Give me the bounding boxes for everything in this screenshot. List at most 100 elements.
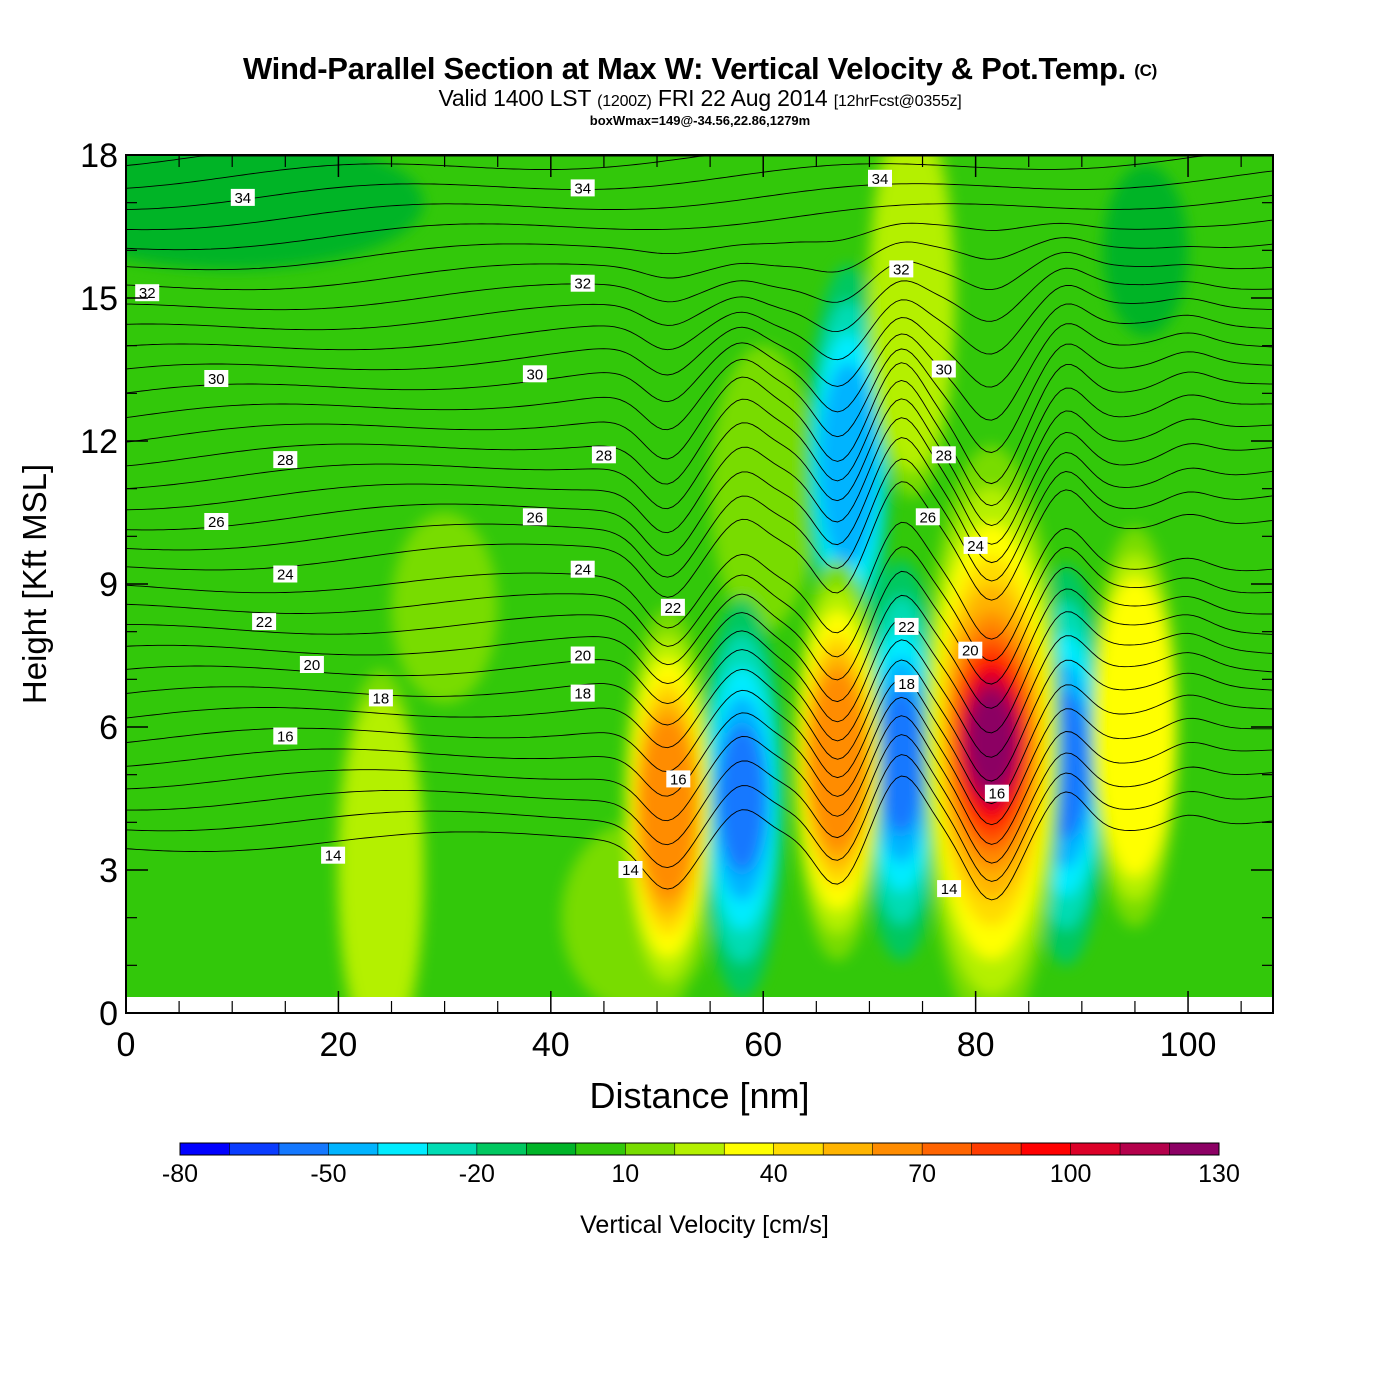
colorbar: -80 -50 -20 10 40 70 100 130 Vertical Velocity [… <box>162 1142 1240 1239</box>
theta-contour-line <box>126 194 1273 251</box>
terrain-strip <box>126 997 1273 1013</box>
downdraft-core <box>699 598 785 997</box>
theta-contour-line <box>126 588 1273 709</box>
colorbar-swatch <box>773 1143 824 1155</box>
contour-label-box <box>204 513 229 530</box>
colorbar-tick-label: -80 <box>162 1160 198 1188</box>
contour-label: 18 <box>570 684 595 703</box>
contour-label-text: 16 <box>670 771 687 788</box>
colorbar-swatch <box>823 1143 874 1155</box>
colorbar-label: Vertical Velocity [cm/s] <box>580 1211 829 1239</box>
updraft-band <box>976 708 1007 775</box>
colorbar-tick-label: 100 <box>1050 1160 1092 1188</box>
theta-contour-line <box>126 323 1273 421</box>
updraft-band <box>639 716 696 900</box>
x-tick-label: 40 <box>532 1026 570 1064</box>
contour-label-box <box>273 451 298 469</box>
contour-label: 20 <box>570 646 595 665</box>
downdraft-band <box>819 362 877 568</box>
x-tick-label: 100 <box>1160 1026 1217 1064</box>
y-tick-label: 15 <box>80 280 118 318</box>
contour-label: 16 <box>666 770 691 788</box>
contour-label-box <box>230 188 255 206</box>
contour-label-box <box>273 565 298 583</box>
contour-label-box <box>591 446 616 464</box>
y-tick-label: 6 <box>99 709 118 747</box>
contour-label: 28 <box>931 446 956 464</box>
contour-label: 14 <box>321 846 346 865</box>
contour-label-text: 34 <box>234 190 251 207</box>
x-tick-label: 20 <box>319 1026 357 1064</box>
contour-label-box <box>252 613 277 631</box>
colorbar-tick-label: -50 <box>310 1160 346 1188</box>
colorbar-swatch <box>1070 1143 1121 1155</box>
y-tick-label: 12 <box>80 423 118 461</box>
colorbar-swatch <box>724 1143 775 1155</box>
y-tick-label: 9 <box>99 566 118 604</box>
colorbar-swatch <box>1120 1143 1171 1155</box>
contour-label: 28 <box>273 451 298 469</box>
contour-label-text: 14 <box>325 848 342 865</box>
contour-label-text: 24 <box>277 567 294 584</box>
colorbar-swatch <box>872 1143 923 1155</box>
valid-utc: (1200Z) <box>597 93 652 110</box>
contour-label-text: 14 <box>622 862 639 879</box>
contour-label-box <box>570 560 595 578</box>
valid-time-line: Valid 1400 LST (1200Z) FRI 22 Aug 2014 [… <box>0 86 1400 114</box>
x-tick-label: 60 <box>744 1026 782 1064</box>
theta-contour-line <box>126 398 1273 526</box>
updraft-band <box>1097 577 1173 877</box>
contour-label-text: 16 <box>277 729 294 746</box>
colorbar-outline <box>179 1142 1220 1156</box>
contour-labels: 34 34 34 32 32 32 30 30 30 28 28 28 26 26 26 24 24 24 22 22… <box>135 169 1009 898</box>
axes: 0 20 40 60 80 100 0 3 6 9 12 15 18 Distance [nm] Heigh… <box>16 137 1274 1116</box>
contour-label-text: 32 <box>139 285 156 302</box>
theta-contour-line <box>126 343 1273 453</box>
contour-label-text: 28 <box>596 447 613 464</box>
contour-label: 34 <box>570 179 595 197</box>
plot-content: 34 34 34 32 32 32 30 30 30 28 28 28 26 26 26 24 24 24 22 22… <box>126 155 1273 997</box>
contour-label-box <box>894 675 919 693</box>
contour-label-text: 24 <box>574 562 591 579</box>
contour-label-box <box>984 784 1009 802</box>
theta-contour-line <box>126 481 1273 601</box>
contour-label-box <box>618 861 643 878</box>
contour-label: 30 <box>931 360 956 379</box>
contour-label: 14 <box>937 880 962 898</box>
x-axis-label: Distance [nm] <box>589 1075 809 1116</box>
contour-label: 34 <box>230 188 255 207</box>
updraft-core <box>922 445 1061 997</box>
weak-lift-patch <box>391 512 498 704</box>
colorbar-swatch <box>377 1143 428 1155</box>
updraft-core <box>623 607 713 997</box>
contour-label-text: 20 <box>962 643 979 660</box>
theta-contour-line <box>126 635 1273 758</box>
contour-label-box <box>937 880 962 898</box>
contour-label: 30 <box>522 365 547 383</box>
theta-contour-line <box>126 458 1273 582</box>
valid-prefix: Valid 1400 LST <box>438 85 592 111</box>
contour-label: 34 <box>868 169 892 188</box>
contour-label: 32 <box>889 260 914 278</box>
colorbar-swatch <box>922 1143 973 1155</box>
contour-label: 22 <box>252 613 277 631</box>
theta-contour-line <box>126 284 1273 361</box>
contour-label: 24 <box>963 536 988 555</box>
weak-sink-patch <box>1103 164 1189 337</box>
title-text: Wind-Parallel Section at Max W: Vertical… <box>243 51 1126 86</box>
contour-label-text: 24 <box>967 538 984 555</box>
contour-label-box <box>963 536 988 554</box>
downdraft-band <box>878 686 925 834</box>
theta-contour-line <box>126 362 1273 485</box>
contour-label: 26 <box>204 513 229 531</box>
contour-label: 20 <box>958 641 983 660</box>
colorbar-swatch <box>674 1143 725 1155</box>
contour-label-box <box>135 284 160 302</box>
contour-label-text: 22 <box>665 600 682 617</box>
contour-label-box <box>889 260 914 278</box>
colorbar-swatch <box>180 1143 230 1155</box>
theta-contour-line <box>126 659 1273 782</box>
contour-label: 20 <box>299 656 324 674</box>
theta-contours <box>126 155 1273 901</box>
